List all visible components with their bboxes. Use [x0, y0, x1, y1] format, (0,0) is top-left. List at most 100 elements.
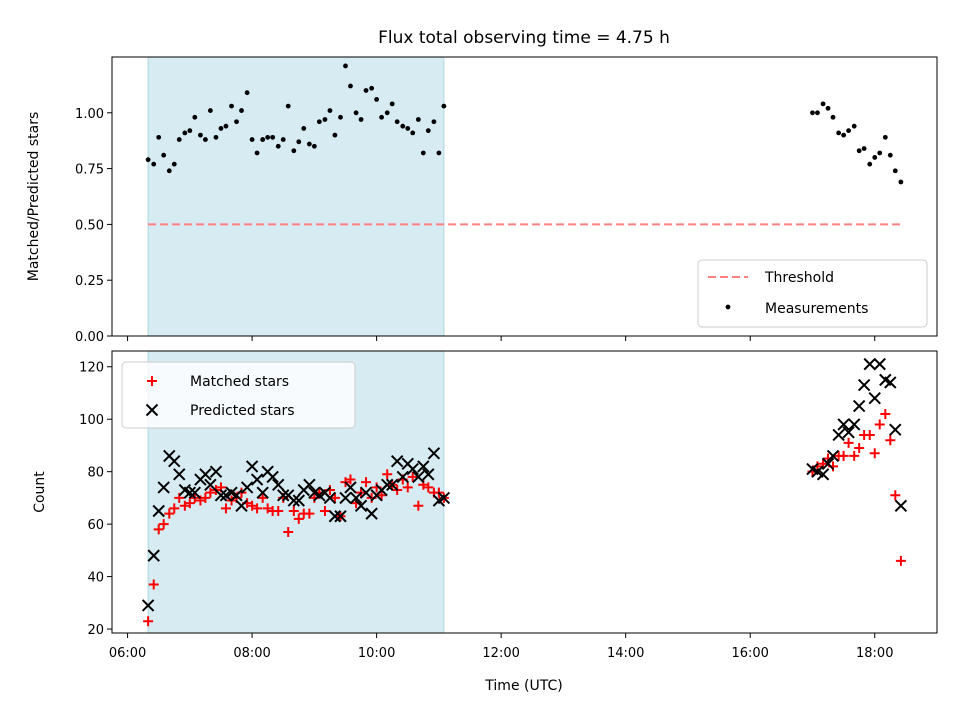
- bottom-panel: 20 40 60 80 100 120 06:00 08:00 10:00 12:00 14:00 1…: [32, 350, 938, 661]
- legend-predicted-swatch: [145, 403, 159, 417]
- matched-star-point: [319, 506, 330, 517]
- predicted-star-point: [303, 478, 316, 491]
- measurement-point: [254, 150, 260, 156]
- y-tick-label: 1.00: [75, 107, 104, 122]
- predicted-star-point: [857, 378, 871, 392]
- matched-star-point: [880, 408, 891, 419]
- measurement-point: [192, 114, 198, 120]
- predicted-star-point: [152, 504, 165, 518]
- measurement-point: [187, 128, 193, 134]
- matched-star-point: [220, 503, 231, 514]
- measurement-point: [856, 148, 862, 154]
- top-panel: 0.00 0.25 0.50 0.75 1.00 Matched/Predicted st…: [26, 56, 938, 345]
- matched-star-point: [854, 443, 865, 454]
- measurement-point: [400, 123, 406, 129]
- measurement-point: [244, 90, 250, 96]
- predicted-star-point: [157, 481, 170, 494]
- measurement-point: [374, 97, 380, 102]
- y-tick-label: 80: [87, 466, 104, 481]
- plot-area: [145, 63, 904, 226]
- predicted-star-point: [235, 499, 248, 512]
- predicted-star-point: [339, 491, 352, 505]
- measurement-point: [394, 119, 400, 125]
- x-tick-label: 08:00: [233, 646, 270, 661]
- legend-measurements-swatch: [725, 304, 731, 310]
- matched-star-point: [869, 448, 880, 459]
- measurement-point: [358, 117, 364, 122]
- measurement-point: [234, 119, 239, 125]
- predicted-star-point: [328, 510, 342, 523]
- measurement-point: [260, 137, 266, 142]
- measurement-point: [379, 114, 385, 120]
- measurement-point: [218, 126, 224, 131]
- legend-box: [697, 259, 928, 328]
- predicted-star-point: [365, 507, 378, 520]
- predicted-star-point: [406, 462, 419, 476]
- y-tick-label: 100: [79, 413, 104, 428]
- y-tick-label: 0.25: [75, 274, 104, 289]
- measurement-point: [338, 114, 343, 120]
- y-tick-label: 0.75: [75, 163, 104, 178]
- measurement-point: [882, 134, 888, 140]
- measurement-point: [353, 110, 359, 116]
- measurement-point: [343, 63, 348, 69]
- measurement-point: [332, 132, 338, 138]
- matched-star-point: [423, 482, 434, 493]
- matched-star-point: [252, 503, 263, 514]
- predicted-star-point: [390, 454, 404, 468]
- measurement-point: [877, 150, 883, 156]
- predicted-star-point: [266, 470, 279, 484]
- predicted-star-point: [272, 478, 285, 491]
- predicted-star-point: [354, 499, 368, 512]
- measurement-point: [348, 83, 353, 89]
- plot-area: [141, 357, 908, 627]
- measurement-point: [384, 110, 390, 116]
- measurement-point: [327, 108, 333, 113]
- predicted-star-point: [832, 428, 845, 442]
- matched-star-point: [158, 519, 169, 530]
- y-tick-label: 0.00: [75, 330, 104, 345]
- x-tick-label: 18:00: [856, 646, 893, 661]
- measurement-point: [420, 150, 426, 156]
- measurement-point: [820, 101, 826, 107]
- measurement-point: [213, 134, 219, 140]
- predicted-star-point: [209, 465, 223, 478]
- measurement-point: [810, 110, 815, 116]
- measurement-point: [145, 157, 151, 163]
- measurement-point: [415, 117, 421, 122]
- predicted-star-point: [250, 473, 264, 486]
- matched-star-point: [283, 527, 294, 538]
- matched-star-point: [257, 492, 268, 503]
- matched-star-point: [329, 492, 340, 503]
- x-tick-label: 14:00: [607, 646, 644, 661]
- measurement-point: [405, 126, 411, 131]
- measurement-point: [363, 88, 369, 93]
- predicted-star-point: [894, 499, 908, 512]
- matched-star-point: [200, 492, 211, 503]
- matched-star-point: [890, 490, 901, 501]
- measurement-point: [171, 161, 177, 167]
- measurement-point: [291, 148, 297, 154]
- matched-star-point: [895, 555, 906, 566]
- predicted-star-point: [385, 478, 399, 491]
- matched-star-point: [376, 490, 387, 501]
- shaded-region: [147, 56, 445, 337]
- predicted-star-point: [889, 423, 902, 436]
- measurement-point: [887, 152, 893, 158]
- predicted-stars-series: [141, 357, 908, 612]
- measurement-point: [898, 179, 904, 185]
- measurement-point: [176, 137, 182, 142]
- predicted-star-point: [826, 449, 840, 463]
- measurements-series: [145, 63, 904, 185]
- matched-star-point: [153, 524, 164, 535]
- predicted-star-point: [349, 491, 363, 505]
- measurement-point: [223, 123, 229, 129]
- measurement-point: [436, 150, 442, 156]
- predicted-star-point: [422, 468, 435, 481]
- predicted-star-point: [837, 418, 850, 431]
- matched-star-point: [288, 506, 299, 517]
- y-tick-label: 0.50: [75, 218, 104, 233]
- predicted-star-point: [884, 376, 897, 389]
- predicted-star-point: [323, 491, 337, 505]
